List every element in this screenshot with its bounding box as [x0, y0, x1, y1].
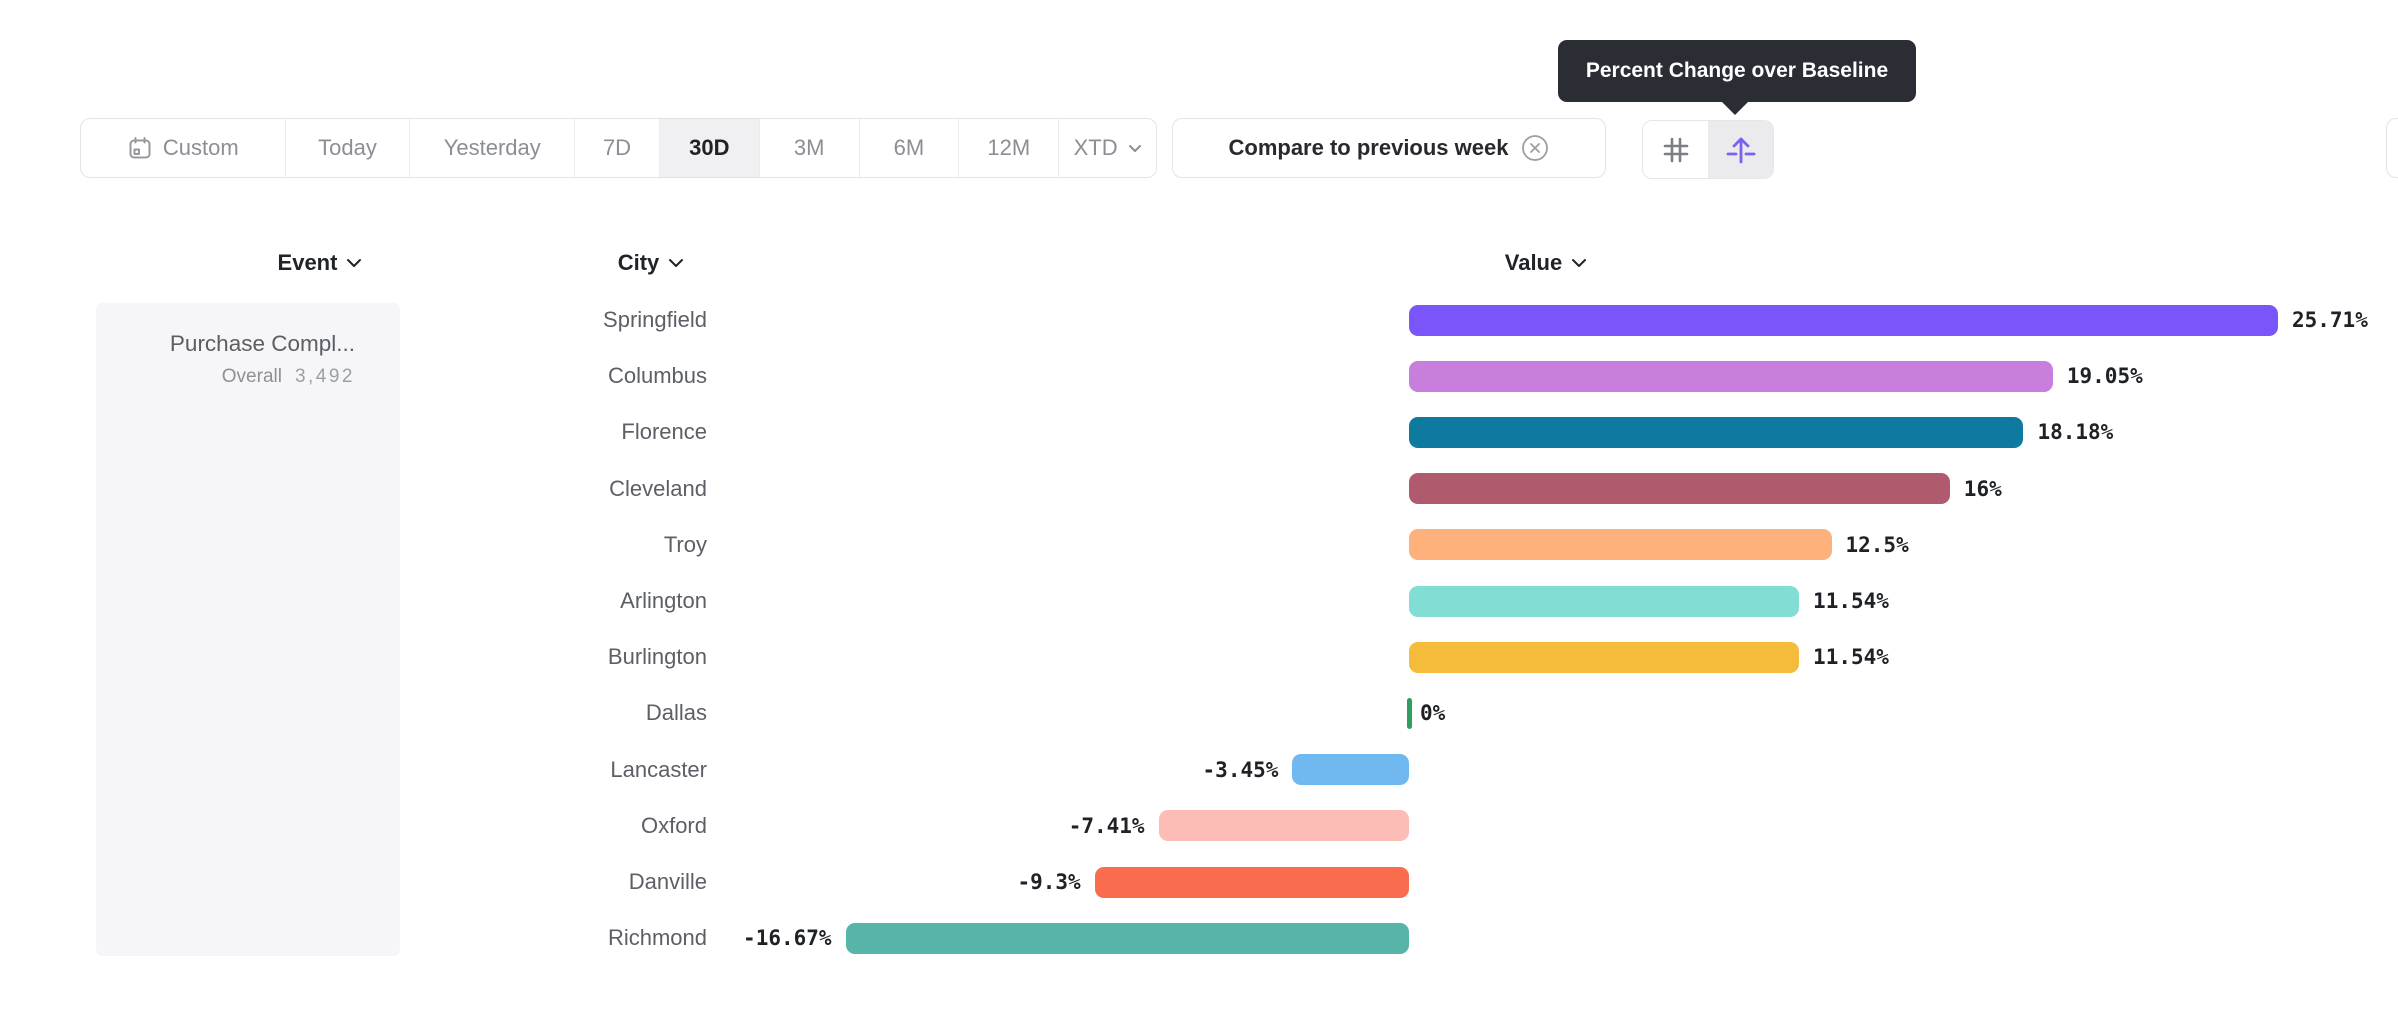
date-range-label: 30D — [689, 135, 730, 160]
chevron-down-icon — [1128, 144, 1142, 153]
compare-chip[interactable]: Compare to previous week — [1172, 118, 1606, 178]
city-label: Springfield — [603, 307, 707, 332]
chevron-down-icon — [346, 258, 362, 268]
date-range-label: Yesterday — [443, 135, 541, 160]
column-header-city-label: City — [617, 250, 660, 275]
bar-value-label: -7.41% — [1068, 813, 1145, 838]
city-label: Burlington — [607, 644, 707, 670]
bar-value-label: 11.54% — [1813, 589, 1889, 613]
date-range-label: 12M — [987, 135, 1031, 160]
column-header-city[interactable]: City — [586, 248, 716, 278]
chart-row-troy: Troy 12.5% — [0, 517, 2398, 573]
date-range-picker: Custom Today Yesterday 7D 30D 3M 6M 12M XTD — [80, 118, 1157, 178]
date-range-xtd[interactable]: XTD — [1059, 119, 1156, 177]
date-range-12m[interactable]: 12M — [959, 119, 1060, 177]
chart-row-burlington: Burlington 11.54% — [0, 629, 2398, 685]
event-overall: Overall 3,492 — [96, 366, 355, 388]
city-label: Oxford — [640, 812, 707, 838]
chart-row-cleveland: Cleveland 16% — [0, 461, 2398, 517]
date-range-today[interactable]: Today — [286, 119, 411, 177]
date-range-label: 7D — [602, 135, 632, 160]
date-range-label: 3M — [793, 135, 825, 160]
bar-value-label: 25.71% — [2291, 308, 2368, 332]
chart-row-richmond: Richmond -16.67% — [0, 910, 2398, 966]
chart-row-arlington: Arlington 11.54% — [0, 573, 2398, 629]
date-range-label: Today — [318, 135, 377, 160]
bar-value-label: -3.45% — [1202, 757, 1279, 782]
bar-value-label: -9.3% — [1017, 870, 1081, 894]
bar-value-label: 12.5% — [1845, 532, 1909, 557]
bar-arlington[interactable] — [1409, 585, 1800, 617]
bar-lancaster[interactable] — [1292, 754, 1409, 786]
bar-value-label: 16% — [1963, 476, 2002, 501]
baseline-arrow-icon — [1723, 132, 1759, 168]
column-header-value-label: Value — [1504, 250, 1563, 275]
bar-richmond[interactable] — [845, 922, 1409, 954]
chart-row-columbus: Columbus 19.05% — [0, 348, 2398, 404]
event-overall-label: Overall — [221, 366, 282, 387]
bar-florence[interactable] — [1409, 416, 2024, 448]
bar-value-label: 19.05% — [2066, 364, 2143, 389]
event-overall-value: 3,492 — [294, 366, 355, 387]
chart-row-danville: Danville -9.3% — [0, 854, 2398, 910]
bar-cleveland[interactable] — [1409, 473, 1950, 505]
chevron-down-icon — [668, 258, 684, 268]
city-label: Florence — [621, 419, 707, 445]
bar-columbus[interactable] — [1409, 360, 2053, 392]
tooltip-text: Percent Change over Baseline — [1585, 59, 1889, 82]
bar-burlington[interactable] — [1409, 641, 1800, 673]
bar-value-label: 0% — [1420, 701, 1446, 726]
city-label: Columbus — [607, 363, 707, 389]
bar-oxford[interactable] — [1158, 810, 1409, 842]
city-label: Danville — [628, 869, 707, 894]
calendar-icon — [127, 135, 153, 161]
column-header-value[interactable]: Value — [1481, 248, 1611, 278]
date-range-label: 6M — [893, 135, 925, 160]
chart-row-dallas: Dallas 0% — [0, 685, 2398, 741]
bar-value-label: 18.18% — [2037, 420, 2114, 445]
date-range-3m[interactable]: 3M — [760, 119, 860, 177]
date-range-7d[interactable]: 7D — [575, 119, 660, 177]
chart-row-florence: Florence 18.18% — [0, 404, 2398, 460]
date-range-label: Custom — [162, 135, 239, 160]
city-label: Lancaster — [610, 756, 707, 782]
bar-troy[interactable] — [1409, 529, 1832, 561]
column-header-event-label: Event — [277, 250, 338, 275]
chart-row-springfield: Springfield 25.71% — [0, 292, 2398, 348]
baseline-view-button[interactable] — [1708, 121, 1773, 178]
bar-dallas[interactable] — [1407, 697, 1412, 729]
chart-view-toggle — [1642, 120, 1774, 179]
date-range-label: XTD — [1073, 135, 1118, 160]
city-label: Richmond — [607, 925, 707, 951]
grid-icon — [1660, 134, 1692, 166]
bar-value-label: -16.67% — [743, 926, 832, 951]
city-label: Arlington — [620, 588, 707, 613]
chevron-down-icon — [1571, 258, 1587, 268]
event-name: Purchase Compl... — [169, 331, 355, 356]
bar-danville[interactable] — [1094, 866, 1409, 898]
compare-chip-label: Compare to previous week — [1228, 135, 1509, 160]
clipped-control — [2386, 118, 2398, 178]
chart-row-oxford: Oxford -7.41% — [0, 798, 2398, 854]
chart-row-lancaster: Lancaster -3.45% — [0, 742, 2398, 798]
date-range-custom[interactable]: Custom — [81, 119, 286, 177]
bar-value-label: 11.54% — [1813, 645, 1889, 670]
date-range-yesterday[interactable]: Yesterday — [410, 119, 576, 177]
city-label: Dallas — [645, 700, 707, 726]
date-range-6m[interactable]: 6M — [860, 119, 960, 177]
date-range-30d[interactable]: 30D — [659, 119, 760, 177]
grid-view-button[interactable] — [1643, 121, 1708, 178]
chart-rows: Springfield 25.71% Columbus 19.05% Florence 1… — [0, 292, 2398, 972]
tooltip: Percent Change over Baseline — [1558, 40, 1916, 115]
column-header-event[interactable]: Event — [255, 248, 385, 278]
circle-x-icon[interactable] — [1521, 134, 1549, 162]
event-panel[interactable]: Purchase Compl... Overall 3,492 — [96, 303, 400, 956]
city-label: Cleveland — [609, 475, 707, 501]
bar-springfield[interactable] — [1409, 304, 2278, 336]
city-label: Troy — [663, 531, 707, 557]
